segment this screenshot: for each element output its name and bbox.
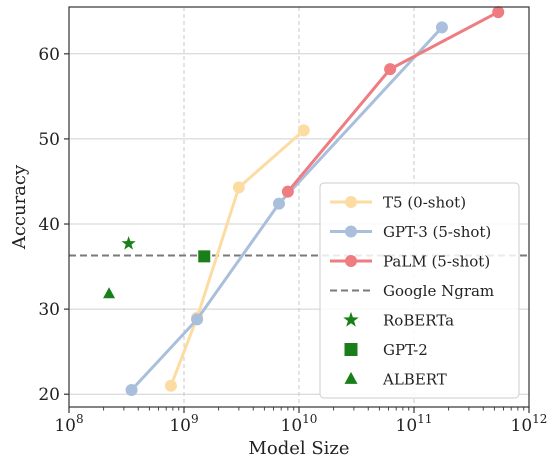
x-tick-base: 10 — [396, 416, 418, 436]
gpt-3-5-shot-line — [130, 26, 444, 392]
y-tick-label: 40 — [38, 215, 60, 235]
palm-5-shot-line — [286, 10, 499, 193]
y-tick-label: 30 — [38, 300, 60, 320]
legend-label: ALBERT — [382, 371, 447, 389]
palm-5-shot-point — [384, 63, 397, 76]
x-tick-label: 1011 — [396, 412, 433, 436]
t5-0-shot-point — [297, 124, 310, 137]
legend-label: RoBERTa — [383, 312, 454, 330]
legend-swatch-marker — [344, 371, 358, 384]
gpt-3-5-shot-point — [191, 313, 204, 326]
legend-swatch-marker — [344, 343, 358, 356]
t5-0-shot-point — [164, 379, 177, 392]
legend-swatch-marker — [345, 225, 357, 238]
y-tick-label: 20 — [38, 385, 60, 405]
legend-label: PaLM (5-shot) — [383, 253, 490, 271]
x-tick-base: 10 — [54, 416, 76, 436]
roberta-point — [121, 236, 136, 250]
legend-label: T5 (0-shot) — [383, 194, 466, 212]
palm-5-shot-point — [281, 185, 294, 198]
x-tick-exponent: 10 — [302, 412, 317, 426]
legend-label: GPT-3 (5-shot) — [383, 223, 491, 241]
legend-swatch-marker — [345, 255, 357, 267]
palm-5-shot-point — [492, 6, 505, 19]
t5-0-shot-line — [169, 129, 305, 387]
x-tick-base: 10 — [281, 416, 303, 436]
x-tick-base: 10 — [169, 416, 191, 436]
gpt-3-5-shot-point — [272, 197, 285, 210]
x-tick-label: 108 — [54, 412, 83, 436]
x-tick-exponent: 11 — [417, 412, 432, 426]
y-tick-label: 60 — [38, 45, 60, 65]
x-tick-exponent: 9 — [191, 412, 199, 426]
t5-0-shot-point — [232, 181, 245, 194]
x-tick-label: 1010 — [281, 412, 318, 436]
legend: T5 (0-shot) GPT-3 (5-shot) PaLM (5-shot) Go… — [319, 182, 520, 399]
y-axis-title: Accuracy — [9, 164, 30, 250]
albert-point — [103, 287, 116, 299]
legend-swatch-marker — [343, 311, 359, 327]
legend-swatch-marker — [345, 196, 357, 208]
grid — [69, 7, 529, 407]
x-tick-label: 109 — [169, 412, 198, 436]
gpt-3-5-shot-point — [125, 383, 138, 396]
legend-label: GPT-2 — [383, 341, 428, 359]
gpt-2-point — [198, 250, 211, 263]
gpt-3-5-shot-point — [435, 21, 448, 34]
x-tick-base: 10 — [511, 416, 533, 436]
x-tick-label: 1012 — [511, 412, 548, 436]
legend-box — [319, 182, 520, 399]
x-axis-title: Model Size — [248, 438, 349, 459]
x-tick-exponent: 8 — [76, 412, 84, 426]
legend-label: Google Ngram — [383, 282, 494, 300]
plot-series — [69, 6, 529, 396]
x-tick-exponent: 12 — [532, 412, 547, 426]
y-tick-label: 50 — [38, 130, 60, 150]
